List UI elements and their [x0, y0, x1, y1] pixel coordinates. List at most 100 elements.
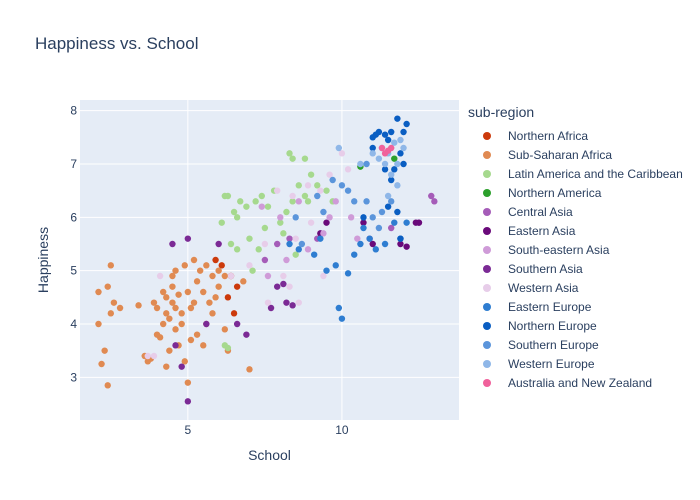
legend-item[interactable]: Australia and New Zealand [468, 373, 683, 392]
data-point[interactable] [360, 214, 367, 221]
data-point[interactable] [314, 192, 321, 200]
data-point[interactable] [221, 326, 229, 333]
data-point[interactable] [280, 272, 287, 280]
data-point[interactable] [150, 352, 158, 360]
data-point[interactable] [344, 187, 352, 194]
data-point[interactable] [243, 331, 250, 338]
legend-item[interactable]: South-eastern Asia [468, 240, 683, 259]
data-point[interactable] [218, 219, 225, 226]
data-point[interactable] [280, 230, 287, 237]
data-point[interactable] [369, 240, 376, 248]
data-point[interactable] [264, 299, 272, 306]
data-point[interactable] [163, 363, 170, 370]
data-point[interactable] [351, 198, 358, 205]
data-point[interactable] [397, 240, 404, 248]
data-point[interactable] [169, 283, 176, 290]
data-point[interactable] [274, 283, 281, 290]
data-point[interactable] [200, 342, 207, 349]
data-point[interactable] [187, 304, 195, 312]
data-point[interactable] [335, 144, 343, 152]
data-point[interactable] [169, 272, 176, 280]
data-point[interactable] [261, 256, 269, 264]
data-point[interactable] [388, 144, 395, 152]
legend-item[interactable]: Western Europe [468, 354, 683, 373]
data-point[interactable] [391, 219, 398, 226]
data-point[interactable] [258, 203, 265, 210]
data-point[interactable] [286, 150, 293, 157]
legend-items[interactable]: Northern Africa Sub-Saharan Africa Latin A… [468, 126, 683, 392]
legend-item[interactable]: Eastern Europe [468, 297, 683, 316]
data-point[interactable] [181, 262, 188, 269]
data-point[interactable] [261, 240, 269, 248]
data-point[interactable] [178, 363, 185, 370]
data-point[interactable] [381, 166, 389, 173]
data-point[interactable] [110, 299, 118, 306]
series-south-eastern-asia[interactable] [258, 198, 361, 280]
data-point[interactable] [289, 198, 296, 205]
data-point[interactable] [255, 246, 262, 253]
data-point[interactable] [203, 320, 210, 328]
data-point[interactable] [144, 358, 151, 365]
data-point[interactable] [277, 214, 284, 221]
data-point[interactable] [431, 198, 438, 205]
data-point[interactable] [203, 262, 210, 269]
data-point[interactable] [246, 262, 253, 269]
data-point[interactable] [104, 382, 111, 389]
data-point[interactable] [400, 144, 407, 152]
data-point[interactable] [304, 246, 312, 253]
data-point[interactable] [212, 294, 219, 301]
legend-item[interactable]: Eastern Asia [468, 221, 683, 240]
legend-item[interactable]: Northern America [468, 183, 683, 202]
data-point[interactable] [400, 128, 407, 136]
legend-item[interactable]: Latin America and the Caribbean [468, 164, 683, 183]
data-point[interactable] [394, 182, 401, 189]
series-northern-europe[interactable] [360, 115, 410, 242]
data-point[interactable] [338, 315, 346, 322]
data-point[interactable] [212, 256, 219, 264]
data-point[interactable] [116, 304, 124, 312]
data-point[interactable] [332, 198, 339, 205]
data-point[interactable] [175, 291, 182, 298]
data-point[interactable] [187, 336, 195, 344]
data-point[interactable] [267, 304, 275, 312]
data-point[interactable] [246, 235, 253, 242]
data-point[interactable] [381, 240, 389, 248]
data-point[interactable] [391, 139, 398, 146]
data-point[interactable] [304, 198, 312, 205]
data-point[interactable] [428, 192, 435, 200]
data-point[interactable] [289, 192, 296, 200]
data-point[interactable] [274, 240, 281, 248]
data-point[interactable] [283, 299, 290, 306]
data-point[interactable] [326, 214, 333, 221]
series-northern-africa[interactable] [212, 256, 241, 317]
data-point[interactable] [104, 283, 111, 290]
data-point[interactable] [388, 128, 395, 136]
data-point[interactable] [298, 240, 306, 248]
data-point[interactable] [215, 240, 222, 248]
data-point[interactable] [369, 144, 376, 152]
data-point[interactable] [381, 160, 389, 168]
data-point[interactable] [172, 342, 179, 349]
data-point[interactable] [295, 299, 302, 306]
data-point[interactable] [323, 267, 330, 274]
data-point[interactable] [224, 294, 232, 301]
legend-item[interactable]: Western Asia [468, 278, 683, 297]
data-point[interactable] [295, 246, 302, 253]
data-point[interactable] [101, 347, 108, 354]
data-point[interactable] [237, 198, 244, 205]
legend-item[interactable]: Sub-Saharan Africa [468, 145, 683, 164]
data-point[interactable] [323, 219, 330, 226]
data-point[interactable] [329, 176, 336, 184]
data-point[interactable] [388, 224, 395, 232]
data-point[interactable] [289, 302, 296, 309]
data-point[interactable] [163, 294, 170, 301]
data-point[interactable] [280, 280, 287, 288]
data-point[interactable] [156, 334, 164, 341]
data-point[interactable] [351, 251, 358, 258]
data-point[interactable] [193, 278, 201, 285]
data-point[interactable] [233, 214, 241, 221]
data-point[interactable] [181, 358, 188, 365]
data-point[interactable] [286, 235, 293, 242]
data-point[interactable] [289, 155, 296, 162]
